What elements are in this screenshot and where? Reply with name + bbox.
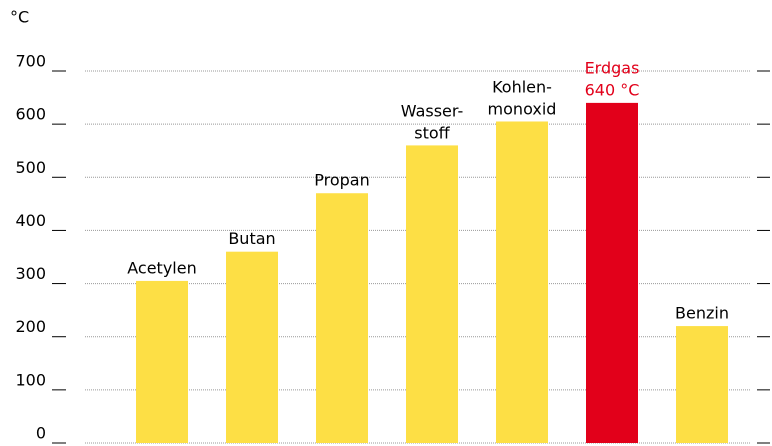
y-tick-label: 200 bbox=[15, 317, 46, 336]
y-tick-label: 300 bbox=[15, 264, 46, 283]
bar bbox=[226, 251, 278, 443]
bar bbox=[586, 102, 638, 443]
category-label: Wasser-stoff bbox=[401, 101, 463, 142]
bar bbox=[676, 326, 728, 443]
y-tick-label: 600 bbox=[15, 105, 46, 124]
y-tick-label: 0 bbox=[36, 424, 46, 443]
y-tick-label: 500 bbox=[15, 158, 46, 177]
y-tick-label: 400 bbox=[15, 211, 46, 230]
category-label: Acetylen bbox=[127, 258, 196, 277]
bar bbox=[496, 121, 548, 443]
category-label: Kohlen-monoxid bbox=[488, 77, 557, 118]
y-tick-label: 100 bbox=[15, 370, 46, 389]
category-label: Benzin bbox=[675, 304, 729, 323]
bar bbox=[316, 193, 368, 443]
value-label: 640 °C bbox=[585, 80, 640, 99]
category-label: Erdgas bbox=[585, 58, 640, 77]
category-label: Propan bbox=[314, 171, 369, 190]
y-unit: °C bbox=[10, 8, 29, 27]
bar bbox=[406, 145, 458, 443]
y-tick-label: 700 bbox=[15, 52, 46, 71]
category-label: Butan bbox=[228, 229, 275, 248]
bar bbox=[136, 280, 188, 443]
